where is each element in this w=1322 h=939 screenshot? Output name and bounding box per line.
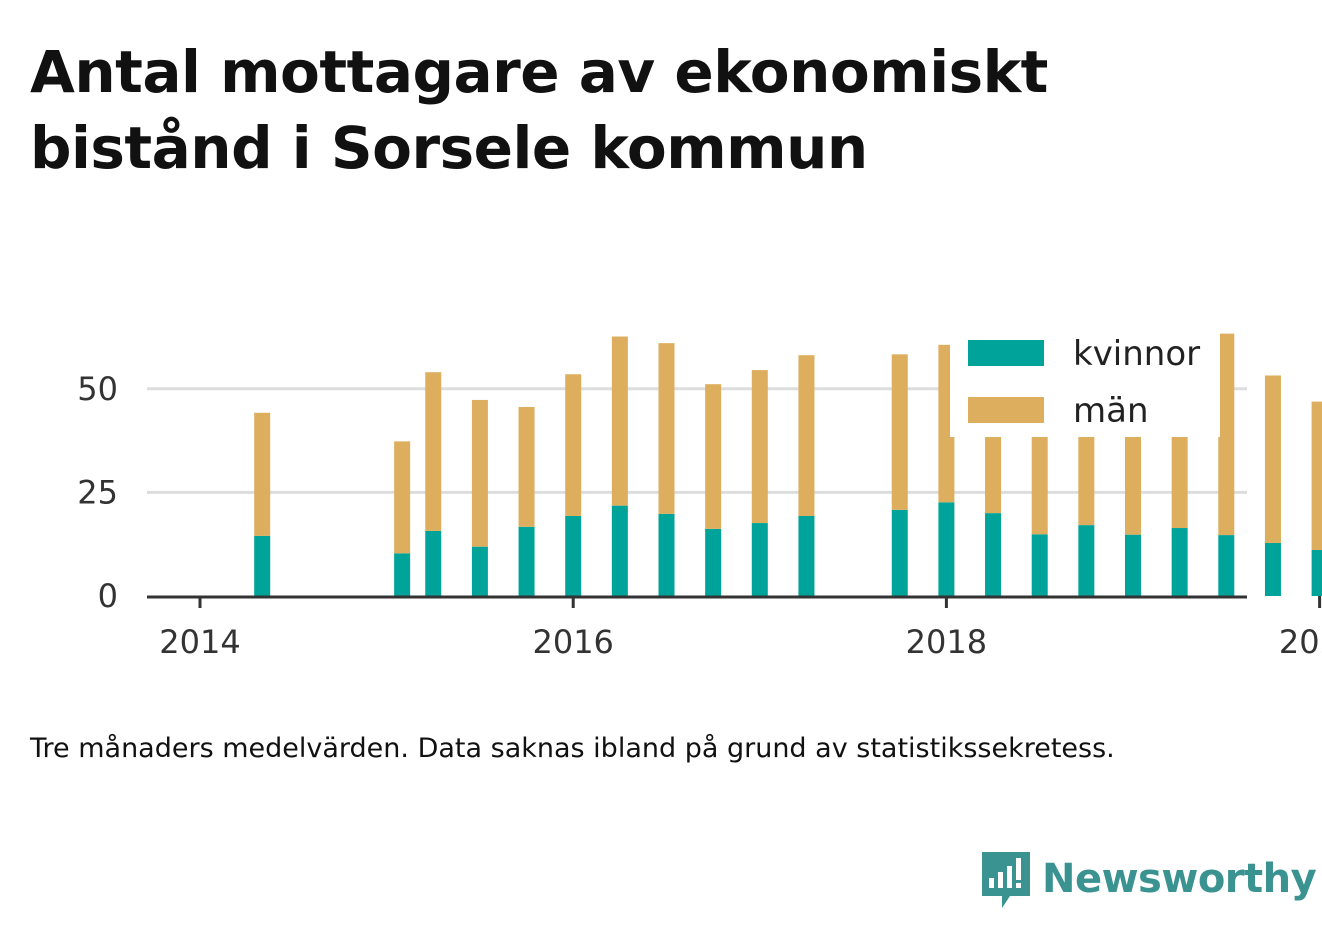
bar-kvinnor — [471, 546, 488, 596]
bar-kvinnor — [1311, 549, 1322, 596]
bar-kvinnor — [705, 528, 722, 596]
bar-kvinnor — [1125, 534, 1141, 596]
bar-man — [471, 399, 488, 547]
bar-man — [798, 355, 815, 517]
bar-kvinnor — [1171, 528, 1188, 596]
footnote: Tre månaders medelvärden. Data saknas ib… — [30, 733, 1115, 764]
legend-swatch — [968, 340, 1044, 366]
x-tick-label: 2020 — [1279, 623, 1322, 661]
bar-man — [254, 412, 271, 536]
bar-man — [1311, 401, 1322, 550]
bar-kvinnor — [751, 523, 768, 596]
bar-man — [1218, 333, 1235, 536]
x-tick-label: 2018 — [906, 623, 987, 661]
y-tick-label: 25 — [77, 473, 118, 511]
legend: kvinnor män — [950, 325, 1220, 437]
bar-kvinnor — [425, 530, 442, 596]
bar-man — [611, 336, 628, 506]
bar-kvinnor — [518, 526, 535, 596]
bar-kvinnor — [1218, 535, 1235, 596]
bar-kvinnor — [1031, 534, 1048, 596]
bar-man — [565, 374, 582, 517]
x-tick-label: 2014 — [159, 623, 240, 661]
bar-man — [1264, 375, 1281, 543]
bar-man — [705, 384, 722, 529]
brand-name: Newsworthy — [1042, 856, 1317, 902]
y-tick-label: 0 — [98, 577, 118, 615]
bar-kvinnor — [985, 513, 1002, 596]
bar-man — [891, 354, 908, 510]
axes: 02550201420162018202020222024 — [77, 370, 1322, 661]
bar-man — [518, 406, 535, 527]
bar-man — [425, 372, 442, 531]
legend-label: kvinnor — [1073, 334, 1200, 374]
bar-kvinnor — [891, 509, 908, 596]
bar-kvinnor — [565, 516, 582, 596]
legend-swatch — [968, 397, 1044, 423]
logo-icon — [982, 852, 1030, 908]
x-tick-label: 2016 — [532, 623, 613, 661]
bar-kvinnor — [1078, 525, 1095, 596]
y-tick-label: 50 — [77, 370, 118, 408]
bar-kvinnor — [798, 516, 815, 596]
chart-title: Antal mottagare av ekonomiskt bistånd i … — [30, 38, 1048, 182]
newsworthy-logo: Newsworthy — [980, 848, 1317, 910]
bar-kvinnor — [658, 513, 675, 596]
bar-kvinnor — [254, 535, 271, 596]
bar-man — [751, 370, 768, 524]
legend-label: män — [1073, 391, 1149, 431]
bar-man — [658, 343, 675, 514]
bar-kvinnor — [611, 505, 628, 596]
bar-kvinnor — [394, 553, 411, 596]
bar-kvinnor — [938, 502, 955, 596]
bar-kvinnor — [1264, 542, 1281, 596]
bar-man — [394, 441, 411, 554]
